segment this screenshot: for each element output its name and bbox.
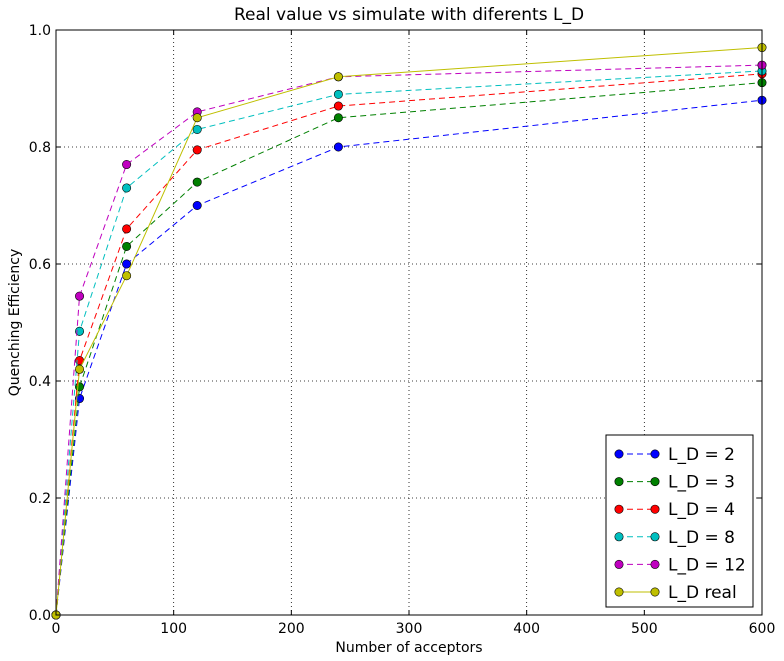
x-tick-label: 500 (631, 621, 658, 637)
legend-entry: L_D = 4 (614, 500, 735, 520)
legend-marker (614, 532, 624, 542)
data-point (122, 183, 132, 193)
data-point (122, 259, 132, 269)
legend-marker (614, 559, 624, 569)
legend-entry: L_D = 3 (614, 473, 735, 493)
series-line (55, 73, 763, 616)
legend-marker (650, 559, 660, 569)
data-point (122, 241, 132, 251)
series-line (55, 99, 763, 616)
y-tick-label: 0.2 (29, 491, 51, 507)
data-point (122, 160, 132, 170)
x-tick-label: 0 (52, 621, 61, 637)
x-tick-label: 100 (160, 621, 187, 637)
series-6 (51, 43, 767, 620)
data-point (192, 113, 202, 123)
series-layer (51, 43, 767, 620)
series-line (55, 70, 763, 616)
legend-label: L_D = 2 (668, 445, 735, 465)
ticks: 0 100 200 300 400 500 600 0.0 0.2 0.4 0.6 0.8 1.0 (29, 23, 776, 637)
data-point (333, 142, 343, 152)
legend-marker (650, 477, 660, 487)
x-axis-label: Number of acceptors (335, 640, 482, 656)
series-line (55, 64, 763, 616)
legend-entry: L_D = 12 (614, 555, 746, 575)
data-point (333, 89, 343, 99)
legend-marker (614, 449, 624, 459)
legend-box (605, 434, 754, 608)
legend-marker (650, 587, 660, 597)
y-tick-label: 0.0 (29, 608, 51, 624)
y-tick-label: 0.6 (29, 257, 51, 273)
data-point (75, 326, 85, 336)
legend-marker (650, 532, 660, 542)
legend-label: L_D real (668, 583, 737, 603)
series-line (55, 82, 763, 616)
legend-entry: L_D real (614, 583, 737, 603)
y-tick-label: 0.4 (29, 374, 51, 390)
legend-marker (650, 449, 660, 459)
x-tick-label: 400 (513, 621, 540, 637)
series-line (55, 47, 763, 616)
data-point (122, 271, 132, 281)
legend-label: L_D = 3 (668, 473, 735, 493)
legend-marker (614, 587, 624, 597)
legend: L_D = 2 L_D = 3 L_D = 4 L_D = 8 L_D = 12 L_D … (605, 434, 754, 608)
data-point (75, 291, 85, 301)
data-point (192, 124, 202, 134)
x-tick-label: 600 (749, 621, 776, 637)
data-point (333, 101, 343, 111)
data-point (75, 394, 85, 404)
legend-label: L_D = 4 (668, 500, 735, 520)
x-tick-label: 300 (396, 621, 423, 637)
legend-label: L_D = 8 (668, 528, 735, 548)
data-point (333, 113, 343, 123)
data-point (122, 224, 132, 234)
x-tick-label: 200 (278, 621, 305, 637)
legend-marker (650, 504, 660, 514)
data-point (75, 364, 85, 374)
data-point (192, 177, 202, 187)
data-point (75, 382, 85, 392)
y-tick-label: 1.0 (29, 23, 51, 39)
legend-marker (614, 504, 624, 514)
legend-entry: L_D = 2 (614, 445, 735, 465)
legend-entry: L_D = 8 (614, 528, 735, 548)
chart-title: Real value vs simulate with diferents L_… (234, 5, 584, 25)
data-point (192, 145, 202, 155)
y-axis-label: Quenching Efficiency (7, 249, 23, 397)
data-point (192, 201, 202, 211)
legend-label: L_D = 12 (668, 555, 746, 575)
y-tick-label: 0.8 (29, 140, 51, 156)
legend-marker (614, 477, 624, 487)
data-point (333, 72, 343, 82)
